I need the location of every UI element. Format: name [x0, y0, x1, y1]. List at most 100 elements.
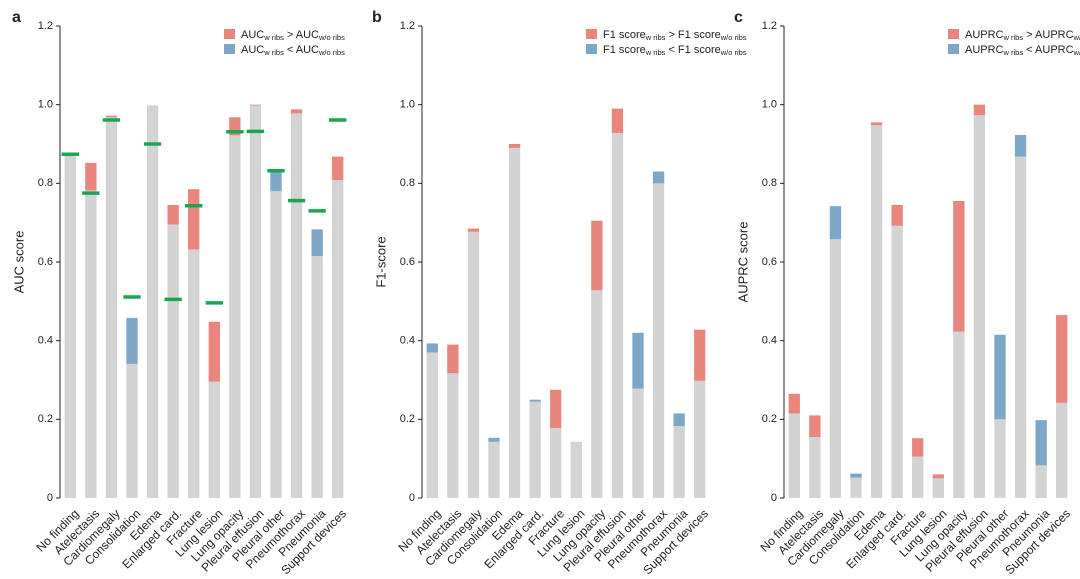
legend-swatch	[224, 44, 235, 54]
bar-base	[994, 419, 1006, 498]
legend-swatch	[224, 29, 235, 39]
panel-letter: b	[372, 9, 382, 26]
y-tick-label: 0	[47, 492, 53, 504]
bar-difference	[270, 170, 282, 192]
legend-text: AUPRC	[965, 44, 1004, 56]
legend-subscript: w ribs	[1003, 33, 1024, 42]
legend-subscript: w/o ribs	[318, 33, 345, 42]
y-tick-label: 0.6	[38, 256, 53, 268]
legend-entry: AUPRCw ribs > AUPRCw/o ribs	[965, 29, 1080, 42]
bar-base	[611, 132, 624, 498]
bar-difference	[105, 115, 118, 118]
bar-base	[850, 477, 862, 498]
bar-difference	[850, 473, 862, 478]
bar-difference	[652, 171, 665, 184]
y-tick-label: 0.4	[400, 335, 415, 347]
legend-text: F1 score	[603, 29, 646, 41]
bar-difference	[829, 206, 842, 240]
bar-difference	[311, 229, 323, 257]
bar-base	[447, 373, 459, 498]
y-tick-label: 0.4	[762, 335, 777, 347]
bar-difference	[85, 162, 97, 191]
bar-difference	[1014, 134, 1027, 157]
bar-difference	[973, 104, 986, 116]
legend-swatch	[948, 44, 959, 54]
legend-text: > AUPRC	[1023, 29, 1073, 41]
legend-text: < F1 score	[665, 44, 720, 56]
bar-difference	[508, 144, 521, 148]
bar-difference	[249, 104, 262, 106]
bar-difference	[632, 332, 644, 389]
legend-subscript: w/o ribs	[318, 48, 345, 57]
bar-difference	[426, 343, 438, 353]
bar-base	[829, 239, 842, 499]
bar-base	[652, 183, 665, 499]
legend-subscript: w ribs	[1003, 48, 1024, 57]
bar-base	[912, 456, 924, 498]
legend-swatch	[586, 29, 597, 39]
y-tick-label: 0.6	[762, 256, 777, 268]
bar-base	[1035, 465, 1047, 498]
bar-base	[809, 437, 821, 498]
y-tick-label: 0.2	[400, 413, 415, 425]
bar-difference	[550, 389, 562, 428]
bar-base	[85, 190, 97, 498]
bar-base	[332, 180, 344, 499]
legend-subscript: w ribs	[263, 33, 284, 42]
bar-difference	[953, 201, 965, 332]
legend-entry: AUCw ribs > AUCw/o ribs	[241, 29, 345, 42]
y-tick-label: 0.8	[400, 177, 415, 189]
y-tick-label: 0.6	[400, 256, 415, 268]
bar-base	[229, 135, 241, 498]
bar-difference	[694, 329, 706, 381]
legend-entry: F1 scorew ribs > F1 scorew/o ribs	[603, 29, 747, 42]
legend-swatch	[586, 44, 597, 54]
y-tick-label: 0	[409, 492, 415, 504]
bar-base	[426, 352, 438, 498]
bar-base	[208, 381, 220, 498]
bar-base	[953, 331, 965, 498]
bar-base	[570, 441, 582, 498]
bar-difference	[332, 156, 344, 181]
bar-difference	[208, 321, 220, 382]
bar-base	[550, 427, 562, 498]
bar-difference	[188, 189, 200, 250]
bar-base	[188, 249, 200, 498]
y-tick-label: 0.2	[38, 413, 53, 425]
y-tick-label: 0.4	[38, 335, 53, 347]
bar-base	[932, 478, 944, 498]
bar-base	[146, 105, 159, 498]
legend-entry: AUPRCw ribs < AUPRCw/o ribs	[965, 44, 1080, 57]
y-tick-label: 1.0	[38, 99, 53, 111]
panel-letter: c	[734, 9, 743, 26]
y-tick-label: 0	[771, 492, 777, 504]
legend-swatch	[948, 29, 959, 39]
legend-text: < AUPRC	[1023, 44, 1073, 56]
bar-base	[673, 426, 685, 498]
bar-difference	[447, 344, 459, 374]
bar-base	[694, 380, 706, 498]
bar-base	[467, 231, 480, 499]
legend-subscript: w/o ribs	[1073, 48, 1080, 57]
y-tick-label: 0.8	[762, 177, 777, 189]
bar-base	[126, 363, 138, 498]
bar-base	[290, 113, 303, 498]
bar-difference	[290, 109, 303, 114]
legend-subscript: w ribs	[263, 48, 284, 57]
y-axis-label: F1-score	[373, 236, 388, 287]
legend-subscript: w ribs	[645, 33, 666, 42]
bar-base	[249, 105, 262, 498]
y-tick-label: 1.0	[762, 99, 777, 111]
bar-base	[488, 441, 500, 498]
bar-difference	[891, 204, 903, 226]
bar-difference	[488, 437, 500, 442]
bar-difference	[529, 399, 541, 402]
bar-difference	[932, 474, 944, 479]
bar-base	[1056, 402, 1068, 498]
bar-base	[105, 117, 118, 499]
legend-entry: AUCw ribs < AUCw/o ribs	[241, 44, 345, 57]
bar-base	[64, 155, 76, 498]
bar-base	[870, 125, 883, 499]
